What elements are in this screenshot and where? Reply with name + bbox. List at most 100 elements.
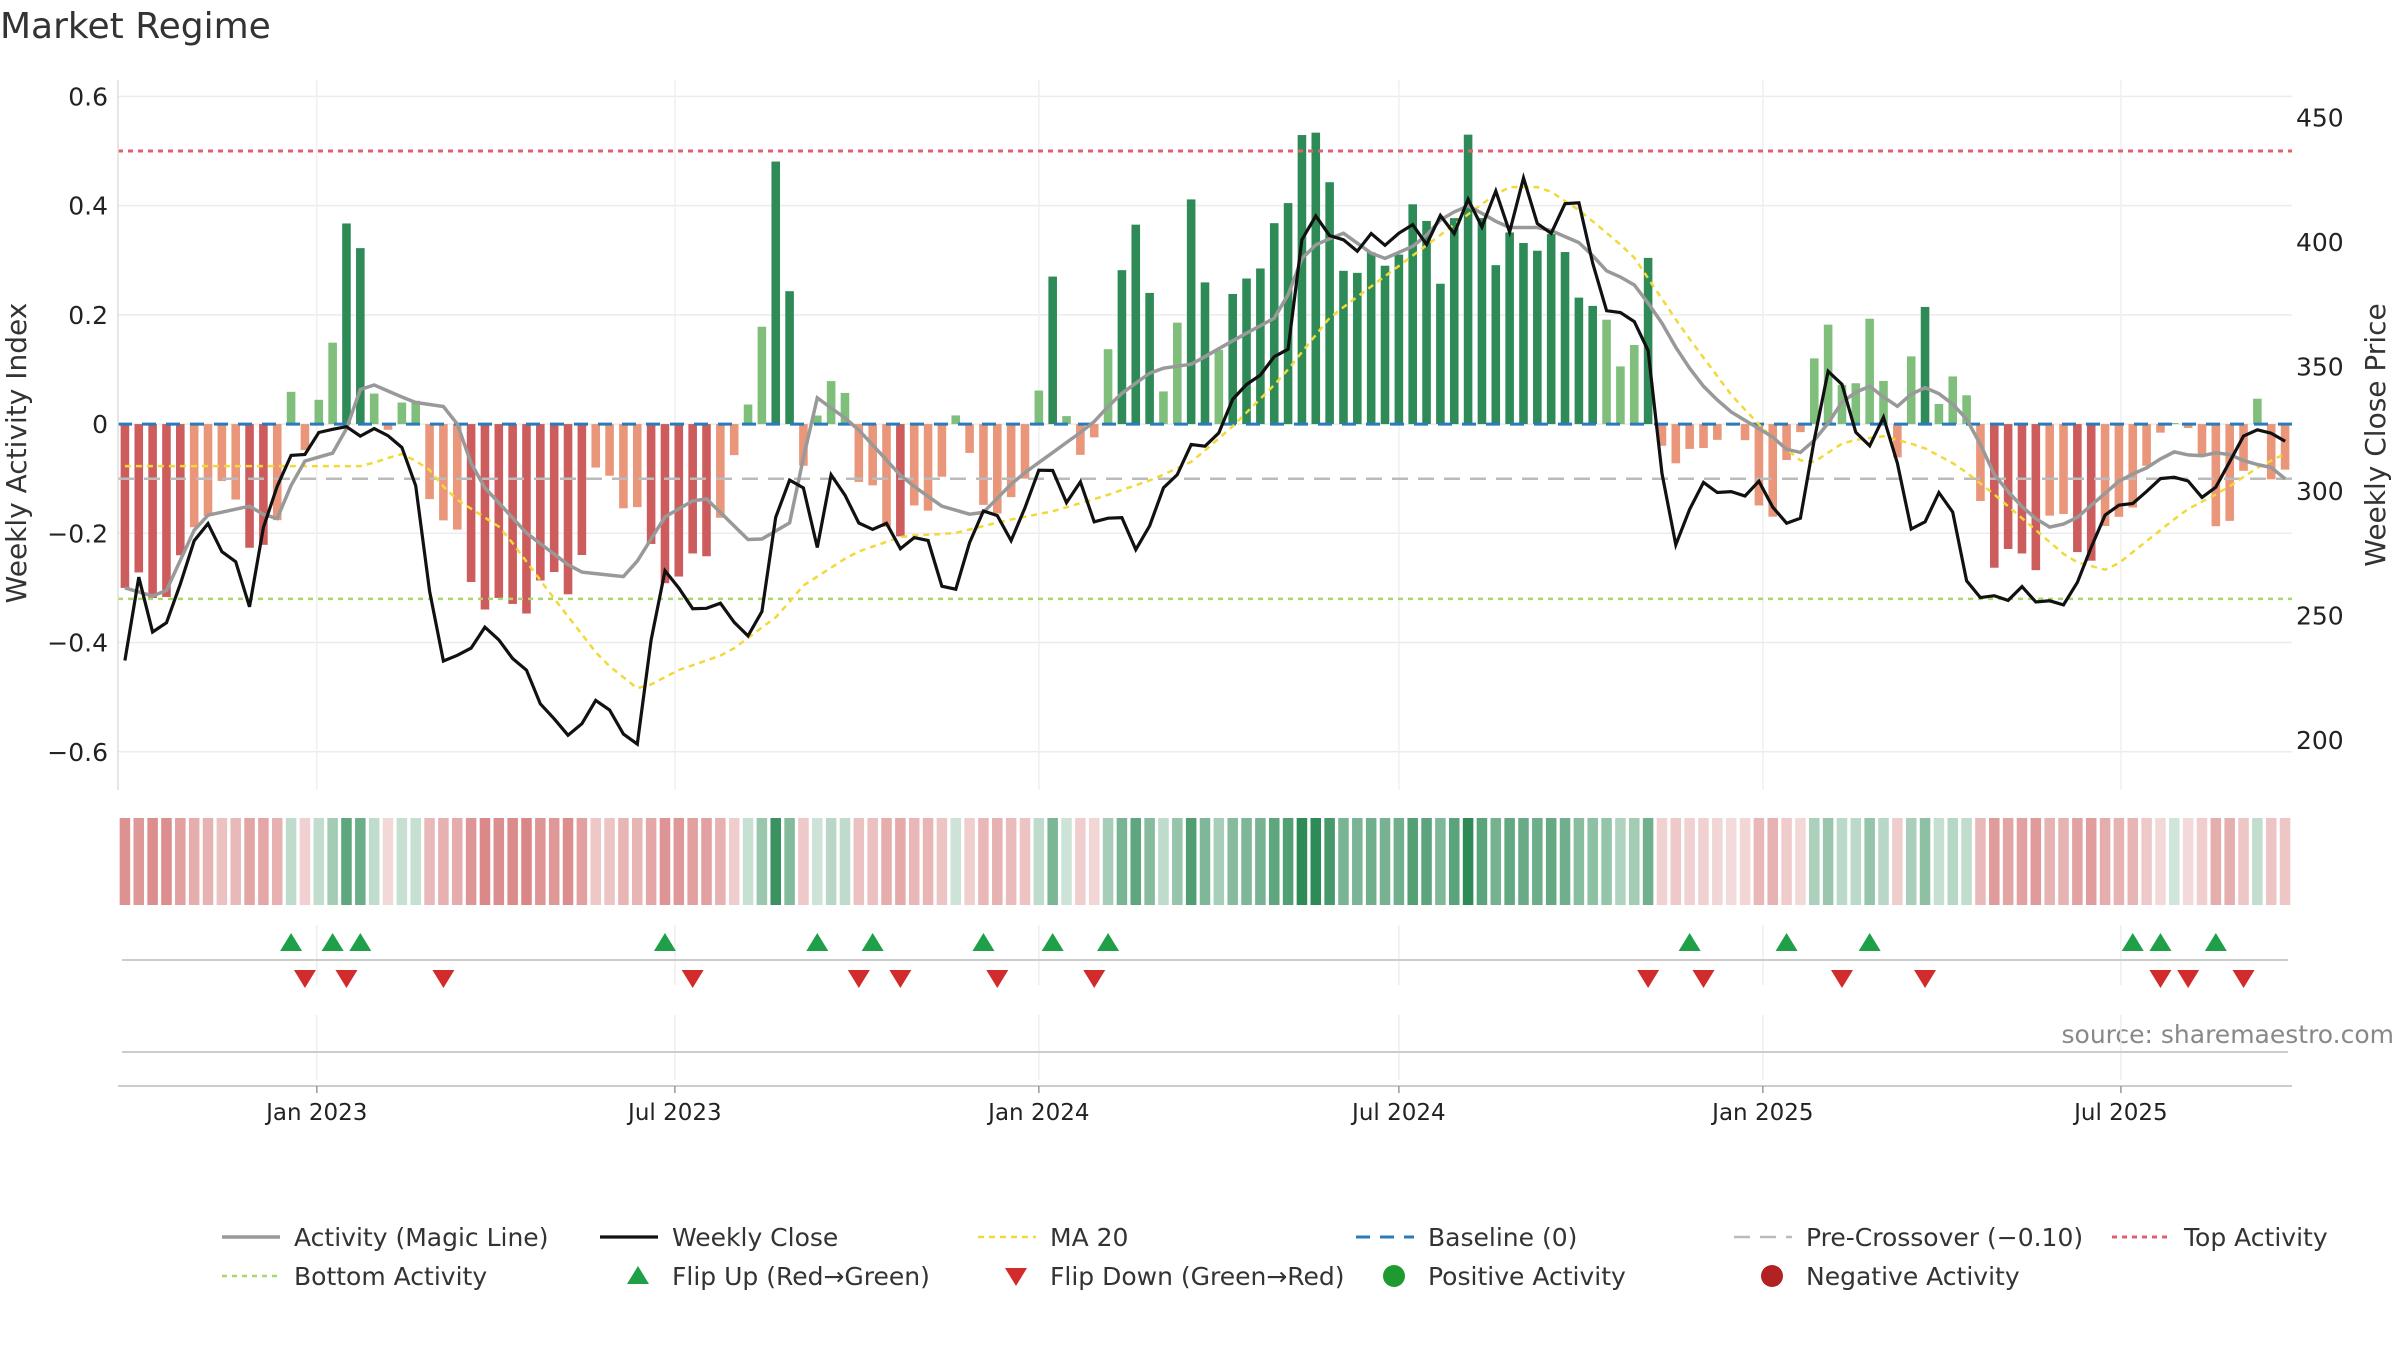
activity-bar-121	[1796, 424, 1805, 433]
y-tick-label-left: −0.6	[47, 738, 108, 767]
activity-bar-125	[1851, 383, 1861, 425]
legend-label: Bottom Activity	[294, 1262, 487, 1291]
activity-bar-14	[314, 399, 324, 425]
activity-bar-37	[632, 424, 642, 508]
activity-bar-89	[1353, 272, 1362, 425]
activity-bar-98	[1477, 218, 1487, 425]
regime-cell-82	[1255, 818, 1266, 905]
regime-cell-61	[964, 818, 975, 905]
activity-bar-22	[425, 424, 434, 500]
y-tick-label-left: −0.2	[47, 519, 108, 548]
regime-cell-69	[1075, 818, 1086, 905]
regime-cell-112	[1670, 818, 1682, 905]
regime-cell-62	[978, 818, 989, 905]
activity-bar-148	[2170, 423, 2179, 425]
regime-cell-131	[1933, 818, 1945, 905]
activity-bar-78	[1200, 282, 1210, 425]
activity-bar-143	[2100, 424, 2110, 527]
flip-up-marker	[2149, 933, 2172, 951]
magic-line	[124, 203, 2287, 598]
activity-bar-57	[909, 424, 919, 506]
regime-cell-94	[1421, 818, 1432, 905]
x-axis: Jan 2023 Jul 2023 Jan 2024 Jul 2024 Jan 2025…	[118, 1051, 2292, 1126]
regime-cell-123	[1822, 818, 1834, 905]
activity-bar-97	[1463, 134, 1473, 425]
activity-bar-13	[300, 424, 310, 451]
flip-down-marker	[2149, 970, 2172, 988]
flip-down-marker	[335, 970, 358, 988]
activity-bar-110	[1643, 257, 1653, 425]
activity-bar-35	[605, 424, 614, 476]
flip-up-marker	[1678, 933, 1701, 951]
regime-cell-143	[2099, 818, 2111, 905]
activity-bar-8	[231, 424, 240, 500]
regime-cell-120	[1781, 818, 1792, 905]
regime-cell-149	[2182, 818, 2194, 905]
regime-cell-84	[1282, 818, 1294, 905]
activity-bar-144	[2114, 424, 2124, 517]
activity-bar-140	[2059, 424, 2068, 514]
activity-bar-60	[951, 415, 961, 425]
regime-cell-99	[1490, 818, 1502, 905]
activity-bar-27	[494, 424, 504, 598]
regime-cell-130	[1919, 818, 1931, 905]
regime-cell-87	[1324, 818, 1335, 905]
y-tick-label-right: 350	[2296, 352, 2344, 381]
regime-cell-116	[1725, 818, 1737, 905]
activity-bar-138	[2031, 424, 2041, 571]
activity-bar-111	[1657, 424, 1667, 446]
activity-bar-120	[1782, 424, 1791, 461]
activity-bar-129	[1906, 356, 1916, 425]
activity-bar-20	[397, 402, 407, 425]
regime-cell-133	[1961, 818, 1972, 905]
regime-cell-11	[271, 818, 283, 905]
regime-cell-70	[1088, 818, 1100, 905]
activity-bar-7	[217, 424, 227, 481]
regime-cell-33	[576, 818, 588, 905]
legend-label: MA 20	[1050, 1223, 1128, 1252]
activity-bar-87	[1325, 182, 1334, 425]
activity-bar-109	[1629, 345, 1639, 425]
activity-bar-131	[1934, 404, 1944, 425]
activity-bar-62	[979, 424, 988, 505]
x-tick-label: Jan 2023	[264, 1100, 367, 1126]
activity-bar-95	[1436, 283, 1445, 425]
activity-bar-151	[2211, 424, 2221, 527]
activity-bar-118	[1754, 424, 1764, 506]
activity-bar-32	[563, 424, 573, 595]
regime-cell-46	[756, 818, 768, 905]
activity-bar-83	[1269, 223, 1279, 425]
activity-bar-146	[2142, 424, 2151, 466]
activity-bar-74	[1145, 292, 1154, 425]
activity-bar-19	[383, 424, 393, 430]
x-tick-label: Jul 2023	[626, 1100, 722, 1126]
activity-bar-104	[1560, 252, 1570, 425]
regime-cell-80	[1227, 818, 1238, 905]
regime-cell-100	[1504, 818, 1515, 905]
x-tick-label: Jan 2024	[986, 1100, 1089, 1126]
activity-bar-79	[1214, 349, 1224, 425]
activity-bar-91	[1380, 265, 1390, 425]
activity-bar-88	[1339, 270, 1348, 425]
regime-cell-58	[922, 818, 934, 905]
activity-bar-113	[1685, 424, 1694, 449]
regime-cell-25	[465, 818, 477, 905]
regime-cell-54	[867, 818, 878, 905]
activity-bar-26	[480, 424, 490, 610]
regime-cell-118	[1753, 818, 1765, 905]
activity-bar-127	[1879, 380, 1888, 425]
legend-item-pre: Pre-Crossover (−0.10)	[1734, 1223, 2083, 1252]
regime-cell-39	[659, 818, 671, 905]
chart-title: Market Regime	[0, 6, 271, 47]
regime-cell-43	[715, 818, 726, 905]
flip-markers	[122, 933, 2288, 988]
activity-bar-15	[328, 342, 337, 425]
regime-cell-119	[1767, 818, 1778, 905]
regime-cell-65	[1019, 818, 1031, 905]
legend-label: Baseline (0)	[1428, 1223, 1577, 1252]
activity-bar-132	[1948, 376, 1958, 425]
regime-cell-57	[908, 818, 920, 905]
legend-item-negdot: Negative Activity	[1761, 1262, 2020, 1291]
activity-bar-94	[1422, 220, 1431, 425]
reference-lines	[118, 149, 2292, 601]
